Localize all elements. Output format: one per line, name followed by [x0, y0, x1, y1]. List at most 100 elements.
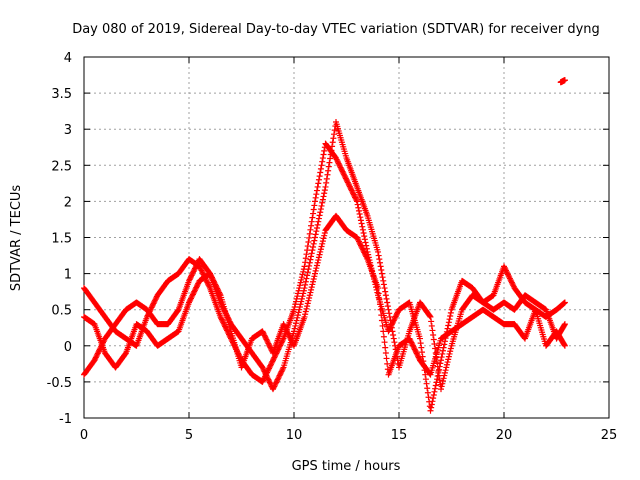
- data-point: [212, 281, 219, 288]
- data-point: [357, 214, 364, 221]
- data-point: [259, 378, 266, 385]
- data-point: [186, 299, 192, 306]
- data-point: [271, 354, 278, 361]
- data-point: [355, 238, 362, 245]
- data-point: [205, 282, 212, 289]
- data-point: [186, 277, 192, 284]
- data-point: [436, 366, 443, 373]
- data-point: [122, 350, 129, 357]
- data-point: [260, 377, 267, 384]
- data-point: [323, 179, 330, 186]
- data-point: [208, 273, 215, 280]
- data-point: [330, 135, 337, 142]
- data-point: [313, 228, 320, 235]
- data-point: [214, 285, 221, 292]
- data-point: [501, 263, 507, 270]
- data-point: [153, 294, 160, 301]
- data-point: [294, 290, 301, 297]
- data-point: [318, 202, 325, 209]
- data-point: [375, 285, 381, 292]
- data-point: [307, 226, 314, 233]
- data-point: [304, 269, 311, 276]
- data-point: [354, 235, 361, 242]
- data-point: [375, 290, 382, 297]
- data-point: [376, 259, 383, 266]
- data-point: [189, 271, 196, 278]
- data-point: [285, 330, 292, 337]
- data-point: [261, 332, 268, 339]
- x-tick-label: 20: [496, 428, 513, 443]
- data-point: [357, 242, 364, 249]
- data-point: [192, 264, 199, 271]
- data-point: [312, 194, 319, 201]
- x-tick-label: 25: [601, 428, 618, 443]
- data-point: [275, 373, 282, 380]
- data-points: [81, 77, 568, 414]
- data-point: [313, 191, 320, 198]
- data-point: [345, 180, 352, 187]
- data-point: [340, 171, 347, 178]
- data-point: [357, 217, 364, 224]
- data-point: [350, 191, 357, 198]
- data-point: [269, 358, 276, 365]
- data-point: [273, 377, 280, 384]
- data-point: [295, 287, 302, 294]
- data-point: [508, 279, 515, 286]
- data-point: [259, 364, 266, 371]
- data-point: [318, 243, 325, 250]
- data-point: [264, 337, 271, 344]
- data-point: [283, 327, 290, 334]
- data-point: [436, 372, 443, 379]
- data-point: [301, 313, 308, 320]
- data-point: [320, 193, 327, 200]
- data-point: [311, 237, 318, 244]
- data-point: [346, 183, 353, 190]
- data-point: [380, 328, 387, 335]
- data-point: [302, 255, 309, 262]
- data-point: [388, 321, 395, 328]
- data-point: [316, 173, 323, 180]
- data-point: [321, 187, 328, 194]
- data-point: [503, 268, 510, 275]
- data-point: [285, 331, 292, 338]
- data-point: [333, 156, 340, 163]
- data-point: [445, 319, 452, 326]
- data-point: [342, 174, 349, 181]
- y-tick-label: 3: [64, 123, 72, 138]
- data-point: [292, 322, 299, 329]
- data-point: [303, 305, 310, 312]
- data-point: [427, 313, 434, 320]
- data-point: [387, 317, 394, 324]
- y-tick-labels: -1 -0.5 0 0.5 1 1.5 2 2.5 3 3.5 4: [47, 51, 72, 427]
- data-point: [417, 340, 424, 347]
- data-point: [264, 375, 271, 382]
- y-axis-label: SDTVAR / TECUs: [9, 185, 24, 292]
- data-point: [424, 389, 431, 396]
- data-point: [315, 180, 322, 187]
- data-point: [317, 169, 324, 176]
- data-point: [321, 190, 328, 197]
- data-point: [308, 222, 315, 229]
- data-point: [222, 324, 229, 331]
- data-point: [302, 278, 309, 285]
- data-point: [432, 382, 439, 389]
- data-point: [323, 175, 330, 182]
- data-point: [317, 206, 324, 213]
- data-point: [199, 270, 206, 277]
- data-point: [321, 147, 328, 154]
- data-point: [271, 353, 278, 360]
- data-point: [505, 272, 512, 279]
- data-point: [359, 223, 366, 230]
- data-point: [415, 354, 422, 361]
- data-point: [309, 214, 316, 221]
- data-point: [336, 161, 343, 168]
- data-point: [561, 77, 568, 84]
- data-point: [354, 234, 360, 241]
- data-point: [264, 339, 271, 346]
- data-point: [314, 183, 321, 190]
- data-point: [314, 259, 321, 266]
- data-point: [381, 339, 388, 346]
- data-point: [359, 245, 366, 252]
- data-point: [191, 265, 198, 272]
- data-point: [427, 407, 434, 414]
